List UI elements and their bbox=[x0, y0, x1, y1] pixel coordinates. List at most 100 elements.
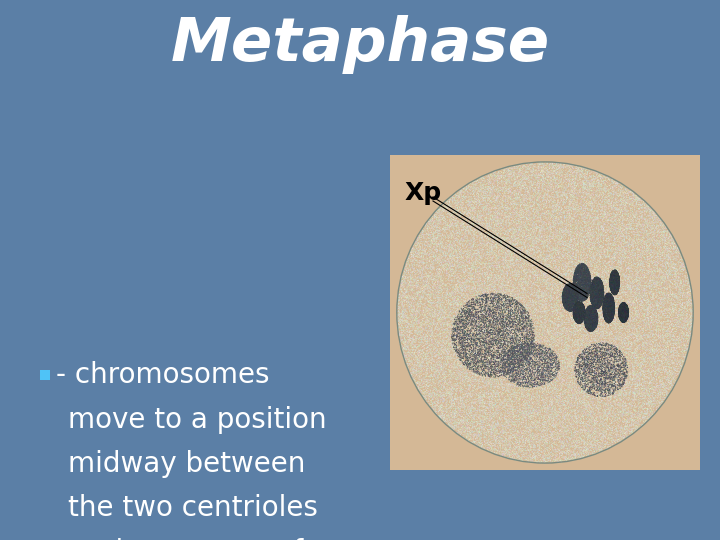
Point bbox=[452, 375, 464, 383]
Point bbox=[559, 302, 570, 310]
Point bbox=[611, 279, 623, 288]
Point bbox=[526, 426, 537, 434]
Point bbox=[459, 402, 470, 410]
Point bbox=[466, 299, 477, 307]
Point bbox=[545, 428, 557, 436]
Point bbox=[575, 443, 586, 452]
Point bbox=[670, 264, 682, 272]
Point bbox=[436, 253, 448, 262]
Point bbox=[595, 284, 607, 293]
Point bbox=[453, 323, 464, 332]
Point bbox=[584, 288, 595, 297]
Point bbox=[490, 306, 501, 314]
Point bbox=[446, 198, 458, 206]
Point bbox=[607, 296, 618, 305]
Point bbox=[513, 273, 524, 281]
Point bbox=[462, 224, 474, 232]
Point bbox=[500, 320, 511, 329]
Point bbox=[613, 275, 625, 284]
Point bbox=[520, 403, 531, 411]
Point bbox=[487, 330, 499, 339]
Point bbox=[611, 434, 623, 442]
Point bbox=[651, 238, 662, 246]
Point bbox=[440, 359, 451, 367]
Point bbox=[597, 280, 608, 289]
Point bbox=[515, 337, 526, 346]
Point bbox=[548, 278, 559, 287]
Point bbox=[569, 320, 580, 328]
Point bbox=[509, 302, 521, 310]
Point bbox=[643, 297, 654, 306]
Point bbox=[531, 316, 543, 325]
Point bbox=[438, 383, 450, 391]
Point bbox=[503, 247, 515, 255]
Point bbox=[426, 350, 437, 359]
Point bbox=[395, 342, 406, 350]
Point bbox=[462, 314, 473, 322]
Point bbox=[499, 239, 510, 247]
Point bbox=[571, 288, 582, 297]
Point bbox=[588, 202, 600, 211]
Point bbox=[667, 363, 679, 372]
Point bbox=[557, 179, 568, 187]
Point bbox=[598, 221, 609, 230]
Point bbox=[523, 246, 535, 254]
Point bbox=[467, 260, 478, 269]
Point bbox=[564, 256, 575, 265]
Point bbox=[612, 287, 624, 296]
Point bbox=[626, 355, 637, 364]
Point bbox=[575, 288, 586, 296]
Point bbox=[491, 204, 503, 212]
Point bbox=[578, 292, 590, 300]
Point bbox=[410, 254, 421, 263]
Point bbox=[595, 288, 606, 297]
Point bbox=[474, 262, 485, 271]
Point bbox=[602, 303, 613, 312]
Point bbox=[467, 432, 479, 441]
Point bbox=[579, 308, 590, 317]
Point bbox=[575, 301, 587, 310]
Point bbox=[504, 356, 516, 364]
Point bbox=[448, 289, 459, 298]
Point bbox=[610, 392, 621, 401]
Point bbox=[636, 384, 647, 393]
Point bbox=[607, 289, 618, 298]
Point bbox=[575, 298, 587, 307]
Point bbox=[621, 348, 633, 357]
Point bbox=[519, 337, 531, 346]
Point bbox=[610, 244, 621, 253]
Point bbox=[555, 326, 567, 334]
Point bbox=[587, 280, 598, 288]
Point bbox=[601, 340, 613, 349]
Point bbox=[582, 305, 594, 313]
Point bbox=[595, 410, 607, 419]
Point bbox=[608, 403, 620, 411]
Point bbox=[500, 363, 511, 372]
Point bbox=[595, 278, 606, 286]
Point bbox=[585, 309, 597, 318]
Point bbox=[593, 255, 605, 264]
Point bbox=[440, 219, 451, 228]
Point bbox=[618, 330, 629, 339]
Point bbox=[488, 222, 500, 231]
Point bbox=[580, 314, 592, 322]
Point bbox=[577, 372, 588, 380]
Point bbox=[564, 381, 575, 390]
Point bbox=[617, 299, 629, 308]
Point bbox=[614, 310, 626, 319]
Point bbox=[613, 192, 625, 200]
Point bbox=[420, 393, 431, 401]
Point bbox=[441, 376, 452, 384]
Point bbox=[584, 327, 595, 335]
Point bbox=[554, 450, 565, 458]
Point bbox=[595, 386, 606, 395]
Point bbox=[469, 263, 480, 272]
Point bbox=[597, 170, 608, 178]
Point bbox=[570, 308, 581, 317]
Point bbox=[562, 281, 573, 289]
Point bbox=[590, 432, 602, 441]
Point bbox=[560, 293, 572, 301]
Point bbox=[427, 238, 438, 246]
Point bbox=[619, 399, 631, 408]
Point bbox=[500, 223, 512, 232]
